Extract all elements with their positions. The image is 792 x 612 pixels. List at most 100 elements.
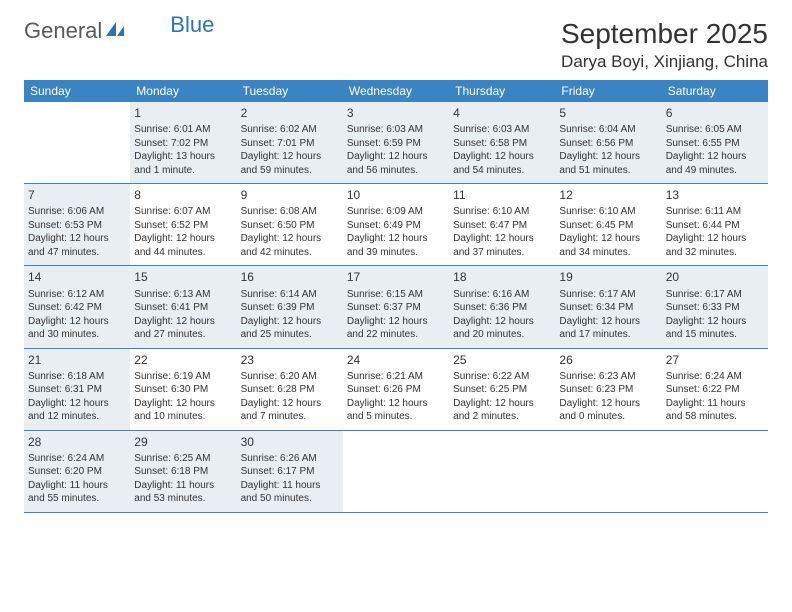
sunrise-text: Sunrise: 6:10 AM	[453, 205, 551, 219]
sunset-text: Sunset: 6:56 PM	[559, 137, 657, 151]
calendar-cell: 28Sunrise: 6:24 AMSunset: 6:20 PMDayligh…	[24, 431, 130, 512]
calendar-cell: 7Sunrise: 6:06 AMSunset: 6:53 PMDaylight…	[24, 184, 130, 265]
sunrise-text: Sunrise: 6:25 AM	[134, 452, 232, 466]
sunset-text: Sunset: 6:58 PM	[453, 137, 551, 151]
sunrise-text: Sunrise: 6:03 AM	[347, 123, 445, 137]
sunset-text: Sunset: 6:30 PM	[134, 383, 232, 397]
sunrise-text: Sunrise: 6:16 AM	[453, 288, 551, 302]
calendar-cell: 11Sunrise: 6:10 AMSunset: 6:47 PMDayligh…	[449, 184, 555, 265]
daylight-text: Daylight: 12 hours and 44 minutes.	[134, 232, 232, 259]
day-number: 22	[134, 352, 232, 368]
day-number: 7	[28, 187, 126, 203]
calendar-cell	[449, 431, 555, 512]
day-number: 1	[134, 105, 232, 121]
calendar-cell: 9Sunrise: 6:08 AMSunset: 6:50 PMDaylight…	[237, 184, 343, 265]
calendar-cell: 23Sunrise: 6:20 AMSunset: 6:28 PMDayligh…	[237, 349, 343, 430]
sunset-text: Sunset: 6:25 PM	[453, 383, 551, 397]
header-row: General Blue September 2025 Darya Boyi, …	[24, 18, 768, 72]
daylight-text: Daylight: 12 hours and 37 minutes.	[453, 232, 551, 259]
sunset-text: Sunset: 6:45 PM	[559, 219, 657, 233]
day-number: 13	[666, 187, 764, 203]
calendar-cell: 14Sunrise: 6:12 AMSunset: 6:42 PMDayligh…	[24, 266, 130, 347]
sunrise-text: Sunrise: 6:17 AM	[666, 288, 764, 302]
sunset-text: Sunset: 6:22 PM	[666, 383, 764, 397]
sunrise-text: Sunrise: 6:09 AM	[347, 205, 445, 219]
sunrise-text: Sunrise: 6:17 AM	[559, 288, 657, 302]
sunrise-text: Sunrise: 6:12 AM	[28, 288, 126, 302]
daylight-text: Daylight: 12 hours and 12 minutes.	[28, 397, 126, 424]
calendar-cell	[343, 431, 449, 512]
day-number: 16	[241, 269, 339, 285]
sunset-text: Sunset: 6:28 PM	[241, 383, 339, 397]
calendar-cell: 25Sunrise: 6:22 AMSunset: 6:25 PMDayligh…	[449, 349, 555, 430]
day-header-monday: Monday	[130, 80, 236, 102]
daylight-text: Daylight: 12 hours and 22 minutes.	[347, 315, 445, 342]
day-header-friday: Friday	[555, 80, 661, 102]
day-number: 5	[559, 105, 657, 121]
sunrise-text: Sunrise: 6:03 AM	[453, 123, 551, 137]
calendar-cell: 13Sunrise: 6:11 AMSunset: 6:44 PMDayligh…	[662, 184, 768, 265]
calendar-cell: 12Sunrise: 6:10 AMSunset: 6:45 PMDayligh…	[555, 184, 661, 265]
calendar-cell: 22Sunrise: 6:19 AMSunset: 6:30 PMDayligh…	[130, 349, 236, 430]
calendar-cell: 6Sunrise: 6:05 AMSunset: 6:55 PMDaylight…	[662, 102, 768, 183]
calendar-cell	[662, 431, 768, 512]
calendar-cell: 18Sunrise: 6:16 AMSunset: 6:36 PMDayligh…	[449, 266, 555, 347]
day-number: 15	[134, 269, 232, 285]
daylight-text: Daylight: 13 hours and 1 minute.	[134, 150, 232, 177]
calendar-cell: 3Sunrise: 6:03 AMSunset: 6:59 PMDaylight…	[343, 102, 449, 183]
daylight-text: Daylight: 12 hours and 47 minutes.	[28, 232, 126, 259]
calendar-cell: 15Sunrise: 6:13 AMSunset: 6:41 PMDayligh…	[130, 266, 236, 347]
location: Darya Boyi, Xinjiang, China	[561, 52, 768, 72]
daylight-text: Daylight: 12 hours and 42 minutes.	[241, 232, 339, 259]
sunrise-text: Sunrise: 6:07 AM	[134, 205, 232, 219]
day-header-row: Sunday Monday Tuesday Wednesday Thursday…	[24, 80, 768, 102]
sunset-text: Sunset: 6:52 PM	[134, 219, 232, 233]
sunset-text: Sunset: 6:34 PM	[559, 301, 657, 315]
sunrise-text: Sunrise: 6:01 AM	[134, 123, 232, 137]
sunset-text: Sunset: 6:42 PM	[28, 301, 126, 315]
sunset-text: Sunset: 6:18 PM	[134, 465, 232, 479]
daylight-text: Daylight: 12 hours and 32 minutes.	[666, 232, 764, 259]
daylight-text: Daylight: 12 hours and 5 minutes.	[347, 397, 445, 424]
sunrise-text: Sunrise: 6:11 AM	[666, 205, 764, 219]
calendar-cell: 4 Sunrise: 6:03 AMSunset: 6:58 PMDaylight…	[449, 102, 555, 183]
calendar: Sunday Monday Tuesday Wednesday Thursday…	[24, 80, 768, 513]
calendar-cell: 10Sunrise: 6:09 AMSunset: 6:49 PMDayligh…	[343, 184, 449, 265]
logo-text-part1: General	[24, 18, 102, 44]
daylight-text: Daylight: 12 hours and 54 minutes.	[453, 150, 551, 177]
daylight-text: Daylight: 11 hours and 58 minutes.	[666, 397, 764, 424]
sunset-text: Sunset: 6:41 PM	[134, 301, 232, 315]
daylight-text: Daylight: 12 hours and 56 minutes.	[347, 150, 445, 177]
calendar-cell: 17Sunrise: 6:15 AMSunset: 6:37 PMDayligh…	[343, 266, 449, 347]
day-number: 3	[347, 105, 445, 121]
day-number: 24	[347, 352, 445, 368]
day-number: 4	[453, 105, 551, 121]
day-number: 30	[241, 434, 339, 450]
sunrise-text: Sunrise: 6:10 AM	[559, 205, 657, 219]
daylight-text: Daylight: 12 hours and 27 minutes.	[134, 315, 232, 342]
sunrise-text: Sunrise: 6:24 AM	[28, 452, 126, 466]
daylight-text: Daylight: 12 hours and 34 minutes.	[559, 232, 657, 259]
day-header-tuesday: Tuesday	[237, 80, 343, 102]
day-number: 8	[134, 187, 232, 203]
week-row: 21Sunrise: 6:18 AMSunset: 6:31 PMDayligh…	[24, 349, 768, 431]
daylight-text: Daylight: 12 hours and 30 minutes.	[28, 315, 126, 342]
calendar-cell: 1 Sunrise: 6:01 AMSunset: 7:02 PMDaylight…	[130, 102, 236, 183]
sunset-text: Sunset: 7:02 PM	[134, 137, 232, 151]
daylight-text: Daylight: 12 hours and 49 minutes.	[666, 150, 764, 177]
daylight-text: Daylight: 12 hours and 39 minutes.	[347, 232, 445, 259]
day-number: 17	[347, 269, 445, 285]
sunrise-text: Sunrise: 6:18 AM	[28, 370, 126, 384]
daylight-text: Daylight: 12 hours and 10 minutes.	[134, 397, 232, 424]
sunset-text: Sunset: 7:01 PM	[241, 137, 339, 151]
sunset-text: Sunset: 6:26 PM	[347, 383, 445, 397]
sunrise-text: Sunrise: 6:05 AM	[666, 123, 764, 137]
logo-sail-icon	[104, 18, 126, 44]
daylight-text: Daylight: 12 hours and 15 minutes.	[666, 315, 764, 342]
daylight-text: Daylight: 12 hours and 0 minutes.	[559, 397, 657, 424]
sunrise-text: Sunrise: 6:21 AM	[347, 370, 445, 384]
calendar-cell: 19Sunrise: 6:17 AMSunset: 6:34 PMDayligh…	[555, 266, 661, 347]
daylight-text: Daylight: 11 hours and 50 minutes.	[241, 479, 339, 506]
day-number: 10	[347, 187, 445, 203]
calendar-cell: 8 Sunrise: 6:07 AMSunset: 6:52 PMDaylight…	[130, 184, 236, 265]
